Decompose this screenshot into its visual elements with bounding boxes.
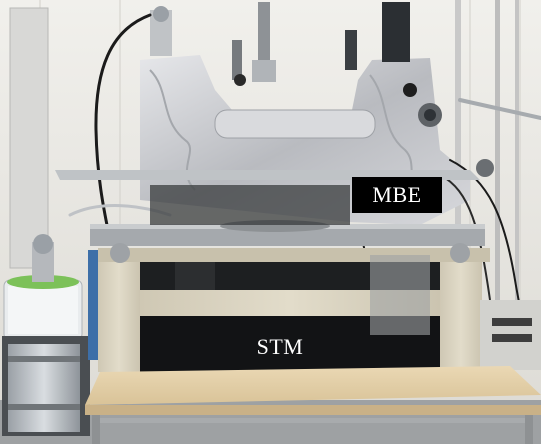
dewar-left xyxy=(2,7,90,436)
wall-pipes xyxy=(455,0,519,320)
wooden-table xyxy=(85,366,541,444)
stm-frame xyxy=(98,243,490,376)
wiring-region xyxy=(150,185,350,225)
right-electronics xyxy=(480,300,541,370)
stm-label: STM xyxy=(256,334,304,359)
right-flanges xyxy=(234,74,494,177)
mbe-label: MBE xyxy=(352,177,442,213)
pump-top xyxy=(382,2,410,62)
